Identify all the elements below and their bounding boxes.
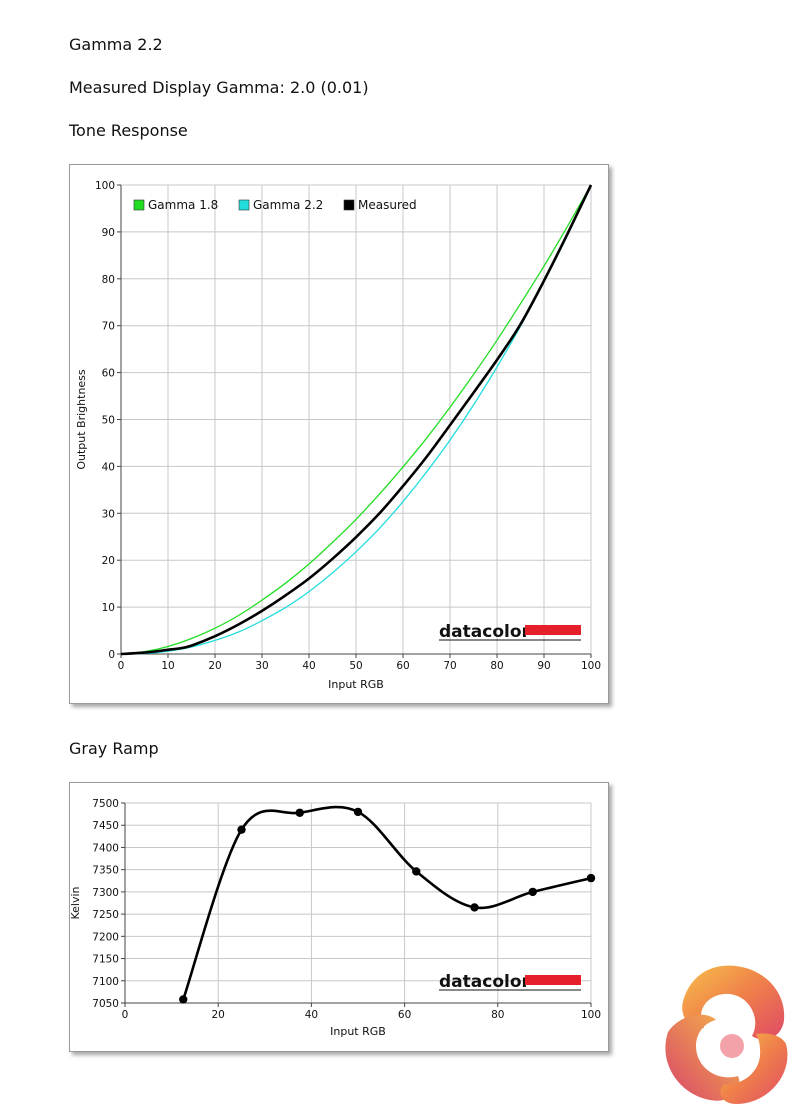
y-tick-label: 7450 (92, 820, 119, 832)
legend-swatch (343, 199, 355, 211)
data-point (237, 825, 246, 834)
tone-response-heading: Tone Response (69, 121, 188, 140)
y-axis-label: Output Brightness (75, 369, 88, 470)
data-point (586, 873, 596, 883)
gray-ramp-heading: Gray Ramp (69, 739, 159, 758)
x-tick-label: 90 (537, 660, 550, 672)
gray-ramp-chart: 0 20 40 60 80 100 7050 7100 7150 7200 7250 7300 7350… (69, 782, 609, 1052)
data-point (528, 887, 537, 897)
x-axis-label: Input RGB (328, 678, 384, 691)
legend-swatch (238, 199, 250, 211)
y-tick-label: 30 (102, 508, 115, 520)
y-tick-label: 50 (102, 415, 115, 427)
x-tick-label: 60 (396, 660, 409, 672)
y-tick-label: 7050 (92, 998, 119, 1010)
tone-response-chart: 0 10 20 30 40 50 60 70 80 90 100 0 10 20 30 40 50 60 70 80 9… (69, 164, 609, 704)
y-tick-label: 7300 (92, 887, 119, 899)
x-tick-label: 0 (118, 660, 125, 672)
y-tick-label: 60 (102, 368, 115, 380)
legend-swatch (133, 199, 145, 211)
data-point (179, 995, 188, 1004)
datacolor-brand-bar (525, 975, 581, 985)
x-tick-label: 80 (491, 1009, 504, 1021)
data-point (353, 807, 363, 817)
page-title: Gamma 2.2 (69, 35, 163, 54)
y-tick-label: 7400 (92, 842, 119, 854)
legend-label: Gamma 1.8 (148, 198, 218, 212)
y-tick-label: 7100 (92, 976, 119, 988)
y-tick-label: 40 (102, 461, 115, 473)
y-tick-label: 7350 (92, 865, 119, 877)
datacolor-brand-bar (525, 625, 581, 635)
y-tick-label: 10 (102, 602, 115, 614)
x-tick-label: 60 (398, 1009, 411, 1021)
x-tick-label: 0 (122, 1009, 129, 1021)
y-axis-label: Kelvin (70, 886, 82, 919)
x-tick-label: 20 (208, 660, 221, 672)
x-tick-label: 100 (581, 1009, 601, 1021)
x-tick-label: 50 (349, 660, 362, 672)
datacolor-brand-text: datacolor (439, 972, 531, 992)
y-tick-label: 7250 (92, 909, 119, 921)
data-point (412, 867, 421, 876)
series-line-gamma-2-2 (120, 184, 592, 655)
measured-gamma-text: Measured Display Gamma: 2.0 (0.01) (69, 78, 369, 97)
series-line-measured (120, 184, 593, 656)
series-line-gamma-1-8 (120, 184, 592, 655)
y-tick-label: 7200 (92, 931, 119, 943)
gray-ramp-svg: 0 20 40 60 80 100 7050 7100 7150 7200 7250 7300 7350… (70, 798, 601, 1038)
x-tick-label: 80 (490, 660, 503, 672)
y-tick-label: 20 (102, 555, 115, 567)
legend-label: Measured (358, 198, 417, 212)
y-tick-label: 7500 (92, 798, 119, 810)
y-tick-label: 70 (102, 321, 115, 333)
y-tick-label: 0 (108, 649, 115, 661)
x-tick-label: 100 (581, 660, 601, 672)
y-tick-label: 90 (102, 227, 115, 239)
x-tick-label: 70 (443, 660, 456, 672)
x-axis-label: Input RGB (330, 1025, 386, 1038)
datacolor-brand-text: datacolor (439, 622, 531, 642)
x-tick-label: 40 (305, 1009, 318, 1021)
x-tick-label: 10 (161, 660, 174, 672)
x-tick-label: 20 (212, 1009, 225, 1021)
site-logo-icon (665, 965, 788, 1104)
y-tick-label: 7150 (92, 954, 119, 966)
series-line-kelvin (182, 805, 592, 1000)
x-tick-label: 40 (302, 660, 315, 672)
tone-response-svg: 0 10 20 30 40 50 60 70 80 90 100 0 10 20 30 40 50 60 70 80 9… (75, 180, 601, 691)
x-tick-label: 30 (255, 660, 268, 672)
legend-label: Gamma 2.2 (253, 198, 323, 212)
y-tick-label: 80 (102, 274, 115, 286)
data-point (470, 903, 479, 912)
data-point (295, 808, 304, 817)
y-tick-label: 100 (95, 180, 115, 192)
